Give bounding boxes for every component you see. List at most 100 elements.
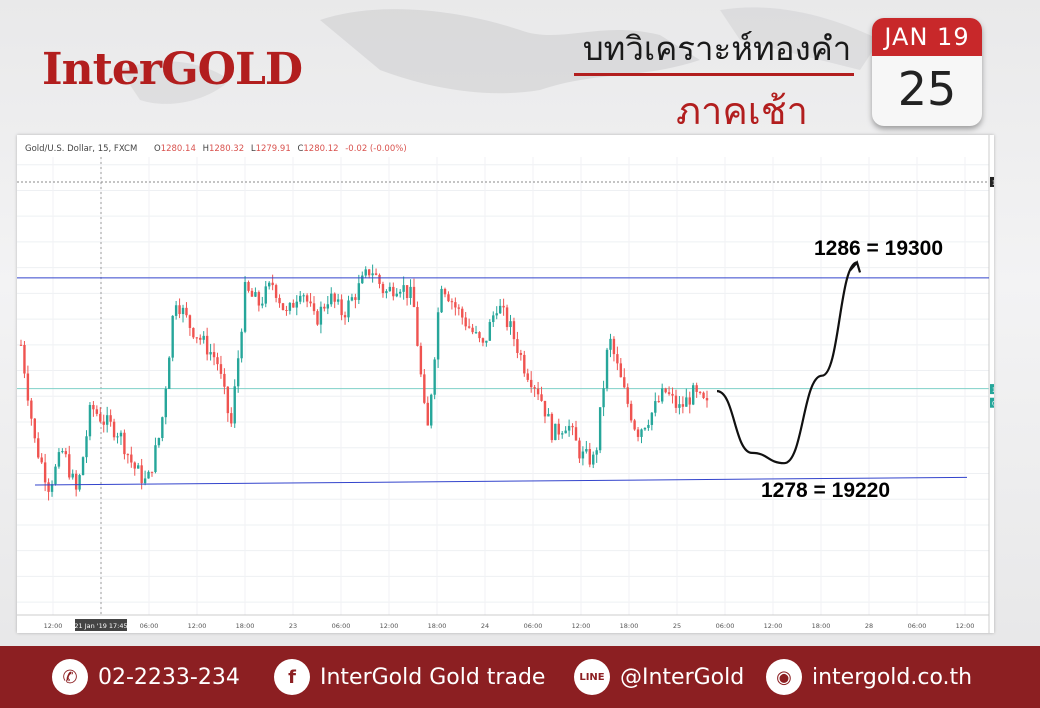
candle-body	[78, 475, 81, 490]
footer-line[interactable]: LINE @InterGold	[574, 646, 744, 708]
candle-body	[443, 288, 447, 295]
x-tick-label: 06:00	[908, 622, 927, 630]
candle-body	[523, 354, 526, 374]
footer-facebook[interactable]: f InterGold Gold trade	[274, 646, 545, 708]
candle-body	[95, 409, 99, 414]
candle-body	[423, 374, 426, 403]
candle-body	[336, 299, 340, 302]
candle-body	[392, 286, 395, 297]
candle-body	[660, 388, 664, 402]
candle-body	[150, 471, 154, 473]
world-map-background	[120, 7, 880, 104]
overlay	[17, 260, 989, 486]
candle-body	[109, 415, 112, 422]
candle-body	[312, 303, 316, 312]
candle-body	[199, 337, 202, 340]
candle-body	[516, 339, 519, 353]
candle-body	[381, 283, 385, 294]
candle-body	[30, 400, 33, 419]
calendar-day: 25	[897, 62, 957, 116]
x-tick-label: 23	[289, 622, 297, 630]
candle-body	[364, 269, 367, 276]
candle-body	[450, 301, 454, 303]
candle-body	[236, 358, 240, 387]
candle-body	[326, 304, 330, 309]
ohlc-open: 1280.14	[161, 144, 196, 154]
candle-body	[464, 317, 467, 327]
candle-body	[140, 465, 143, 484]
candle-body	[505, 307, 509, 328]
candle-body	[333, 293, 336, 302]
candle-body	[467, 326, 471, 328]
candle-body	[374, 273, 378, 275]
candle-body	[185, 307, 188, 316]
candle-body	[350, 297, 354, 301]
candle-body	[588, 449, 591, 465]
candle-body	[574, 427, 578, 441]
candle-body	[209, 352, 212, 355]
candle-body	[540, 394, 543, 401]
candle-body	[174, 305, 178, 316]
candle-body	[498, 305, 502, 314]
ohlc-low: 1279.91	[256, 144, 291, 154]
calendar-badge: JAN 19 25	[872, 18, 982, 126]
candle-body	[243, 282, 247, 332]
candle-body	[319, 306, 323, 325]
candle-body	[616, 354, 619, 364]
ohlc-close: 1280.12	[303, 144, 338, 154]
candle-body	[33, 418, 36, 439]
ohlc-high: 1280.32	[209, 144, 244, 154]
candle-body	[247, 282, 250, 291]
x-tick-label: 06:00	[716, 622, 735, 630]
candle-body	[640, 429, 643, 437]
candle-body	[212, 352, 216, 358]
facebook-text: InterGold Gold trade	[320, 664, 546, 690]
candle-body	[385, 291, 388, 294]
footer-phone[interactable]: ✆ 02-2233-234	[52, 646, 240, 708]
candle-body	[402, 285, 405, 292]
candle-body	[230, 413, 233, 424]
candle-body	[426, 402, 429, 426]
candle-body	[657, 401, 660, 403]
candle-body	[347, 300, 350, 318]
candle-body	[371, 273, 374, 276]
candle-body	[92, 404, 95, 410]
x-tick-label: 18:00	[428, 622, 447, 630]
candle-body	[268, 282, 271, 287]
candle-body	[650, 412, 654, 425]
candle-body	[361, 275, 364, 284]
y-axis: 1290.001289.001288.001287.001286.001285.…	[988, 135, 1020, 633]
candle-body	[305, 295, 309, 302]
candle-body	[357, 283, 361, 300]
projection-arrowhead	[849, 260, 862, 273]
candle-body	[343, 315, 347, 318]
candle-body	[595, 450, 598, 455]
crosshair-time-box	[75, 619, 127, 631]
candle-body	[529, 379, 533, 388]
candle-body	[264, 286, 267, 304]
candle-body	[26, 373, 30, 401]
candle-body	[278, 297, 281, 304]
candle-body	[130, 454, 133, 463]
candle-body	[257, 292, 261, 306]
candle-body	[430, 394, 433, 426]
candle-body	[219, 364, 223, 374]
candle-body	[633, 420, 636, 430]
candle-body	[488, 322, 492, 341]
candle-body	[395, 293, 398, 297]
candle-body	[171, 315, 174, 358]
footer-bar: ✆ 02-2233-234 f InterGold Gold trade LIN…	[0, 646, 1040, 708]
candle-body	[74, 473, 78, 490]
candle-body	[154, 445, 157, 473]
candle-body	[281, 303, 285, 310]
candle-body	[119, 432, 123, 437]
footer-website[interactable]: ◉ intergold.co.th	[766, 646, 972, 708]
candle-body	[554, 423, 557, 441]
candle-body	[81, 457, 85, 476]
candle-body	[323, 306, 326, 309]
candle-body	[378, 274, 381, 284]
candle-body	[623, 377, 626, 388]
candle-body	[509, 321, 512, 328]
support-line	[34, 476, 968, 486]
candle-body	[681, 404, 685, 407]
